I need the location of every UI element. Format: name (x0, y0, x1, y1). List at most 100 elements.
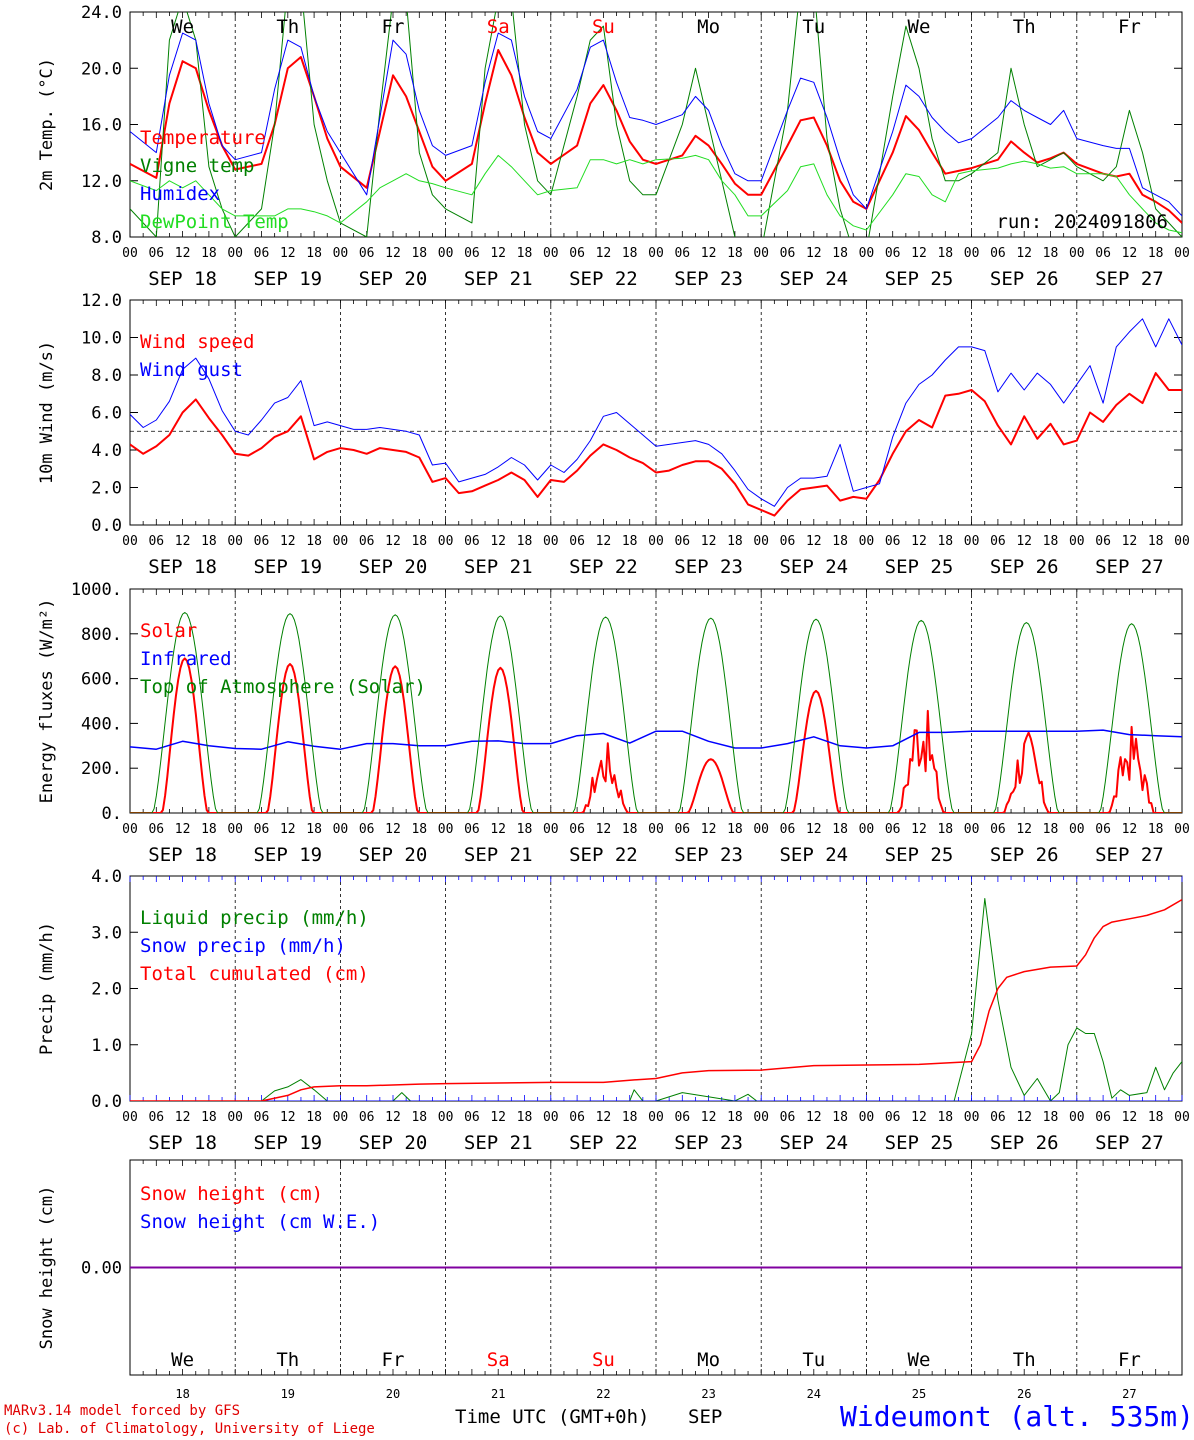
hour-label: 00 (227, 246, 243, 261)
date-label: SEP 21 (464, 268, 533, 290)
hour-label: 18 (832, 534, 848, 549)
hour-label: 12 (175, 1110, 191, 1125)
hour-label: 06 (569, 246, 585, 261)
hour-label: 12 (385, 534, 401, 549)
date-label: SEP 20 (359, 844, 428, 866)
y-tick-label: 1000. (71, 580, 122, 600)
date-label: SEP 21 (464, 1132, 533, 1154)
hour-label: 00 (753, 822, 769, 837)
day-name-top: Fr (1118, 16, 1141, 38)
hour-label: 00 (1069, 822, 1085, 837)
date-label: SEP 21 (464, 844, 533, 866)
hour-label: 00 (543, 534, 559, 549)
series-line-temperature (130, 49, 1182, 224)
date-label: SEP 27 (1095, 268, 1164, 290)
y-tick-label: 200. (81, 759, 122, 779)
legend-item: DewPoint Temp (140, 211, 289, 233)
legend-item: Liquid precip (mm/h) (140, 907, 369, 929)
hour-label: 18 (622, 246, 638, 261)
day-name-bottom: Tu (802, 1349, 825, 1371)
hour-label: 12 (280, 1110, 296, 1125)
hour-label: 12 (1016, 534, 1032, 549)
date-label: SEP 22 (569, 268, 638, 290)
day-name-top: Fr (382, 16, 405, 38)
y-tick-label: 0.0 (91, 1092, 122, 1112)
hour-label: 18 (1043, 1110, 1059, 1125)
hour-label: 12 (175, 534, 191, 549)
panel-5: 0.00 Snow height (cm) Snow height (cm) Snow… (37, 1159, 1183, 1376)
hour-label: 12 (806, 246, 822, 261)
hour-label: 18 (517, 1110, 533, 1125)
hour-label: 18 (727, 1110, 743, 1125)
hour-label: 00 (543, 246, 559, 261)
hour-label: 06 (1095, 534, 1111, 549)
legend-item: Snow precip (mm/h) (140, 935, 346, 957)
day-number: 20 (386, 1387, 400, 1401)
y-tick-label: 8.0 (91, 228, 122, 248)
y-tick-label: 6.0 (91, 404, 122, 424)
legend-item: Infrared (140, 648, 232, 670)
hour-label: 06 (254, 246, 270, 261)
hour-label: 18 (411, 1110, 427, 1125)
date-label: SEP 26 (990, 268, 1059, 290)
hour-label: 06 (885, 822, 901, 837)
y-tick-label: 1.0 (91, 1036, 122, 1056)
hour-label: 00 (859, 534, 875, 549)
series-line-liquid-precip-mm-h- (130, 898, 1182, 1101)
hour-label: 00 (1069, 246, 1085, 261)
series-line-wind-speed (130, 372, 1182, 517)
month-label: SEP (688, 1406, 723, 1428)
hour-label: 12 (911, 534, 927, 549)
series-line-wind-gust (130, 318, 1182, 507)
hour-label: 06 (254, 534, 270, 549)
hour-label: 18 (622, 1110, 638, 1125)
day-number: 27 (1122, 1387, 1136, 1401)
hour-label: 12 (490, 246, 506, 261)
hour-label: 18 (727, 822, 743, 837)
hour-label: 18 (1043, 822, 1059, 837)
legend-item: Solar (140, 620, 197, 642)
series-line-vigne-temp (130, 12, 1182, 237)
hour-label: 00 (648, 1110, 664, 1125)
hour-label: 18 (517, 534, 533, 549)
hour-label: 12 (596, 1110, 612, 1125)
plot-frame (129, 588, 1183, 814)
hour-label: 00 (122, 822, 138, 837)
y-tick-label: 0.0 (91, 516, 122, 536)
date-label: SEP 27 (1095, 844, 1164, 866)
date-label: SEP 23 (674, 556, 743, 578)
date-label: SEP 27 (1095, 556, 1164, 578)
hour-label: 06 (359, 534, 375, 549)
hour-label: 00 (964, 246, 980, 261)
hour-label: 00 (227, 534, 243, 549)
date-label: SEP 25 (885, 268, 954, 290)
plot-frame (129, 299, 1183, 526)
hour-label: 12 (1122, 822, 1138, 837)
y-tick-label: 10.0 (81, 329, 122, 349)
date-label: SEP 19 (253, 1132, 322, 1154)
hour-label: 18 (832, 1110, 848, 1125)
hour-label: 06 (148, 822, 164, 837)
y-axis-label: 2m Temp. (°C) (37, 58, 57, 191)
day-number: 23 (701, 1387, 715, 1401)
hour-label: 18 (727, 534, 743, 549)
day-number: 19 (281, 1387, 295, 1401)
y-tick-label: 4.0 (91, 441, 122, 461)
hour-label: 18 (937, 246, 953, 261)
hour-label: 12 (490, 1110, 506, 1125)
date-label: SEP 26 (990, 556, 1059, 578)
hour-label: 18 (1148, 246, 1164, 261)
legend-item: Temperature (140, 127, 266, 149)
y-tick-label: 16.0 (81, 116, 122, 136)
y-tick-label: 4.0 (91, 867, 122, 887)
y-tick-label: 12.0 (81, 291, 122, 311)
y-tick-label: 12.0 (81, 172, 122, 192)
panel-3: 0. 200. 400. 600. 800. 1000. Energy fluxes (W/… (37, 580, 1190, 866)
hour-label: 18 (937, 822, 953, 837)
series-line-humidex (130, 32, 1182, 217)
day-name-bottom: Mo (697, 1349, 720, 1371)
hour-label: 18 (1043, 534, 1059, 549)
y-tick-label: 8.0 (91, 366, 122, 386)
hour-label: 18 (622, 822, 638, 837)
hour-label: 06 (359, 1110, 375, 1125)
